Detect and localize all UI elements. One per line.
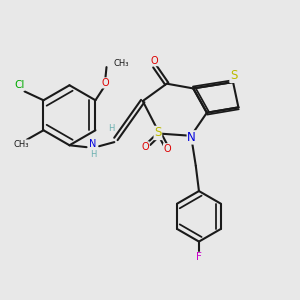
Text: S: S (154, 126, 162, 140)
Text: N: N (89, 139, 97, 149)
Text: H: H (90, 150, 96, 159)
Text: CH₃: CH₃ (14, 140, 29, 149)
Text: H: H (108, 124, 114, 133)
Text: O: O (101, 78, 109, 88)
Text: S: S (230, 69, 237, 82)
Text: F: F (196, 252, 202, 262)
Text: CH₃: CH₃ (113, 59, 129, 68)
Text: O: O (151, 56, 158, 66)
Text: O: O (164, 144, 171, 154)
Text: N: N (187, 131, 196, 144)
Text: Cl: Cl (14, 80, 24, 90)
Text: O: O (142, 142, 149, 152)
